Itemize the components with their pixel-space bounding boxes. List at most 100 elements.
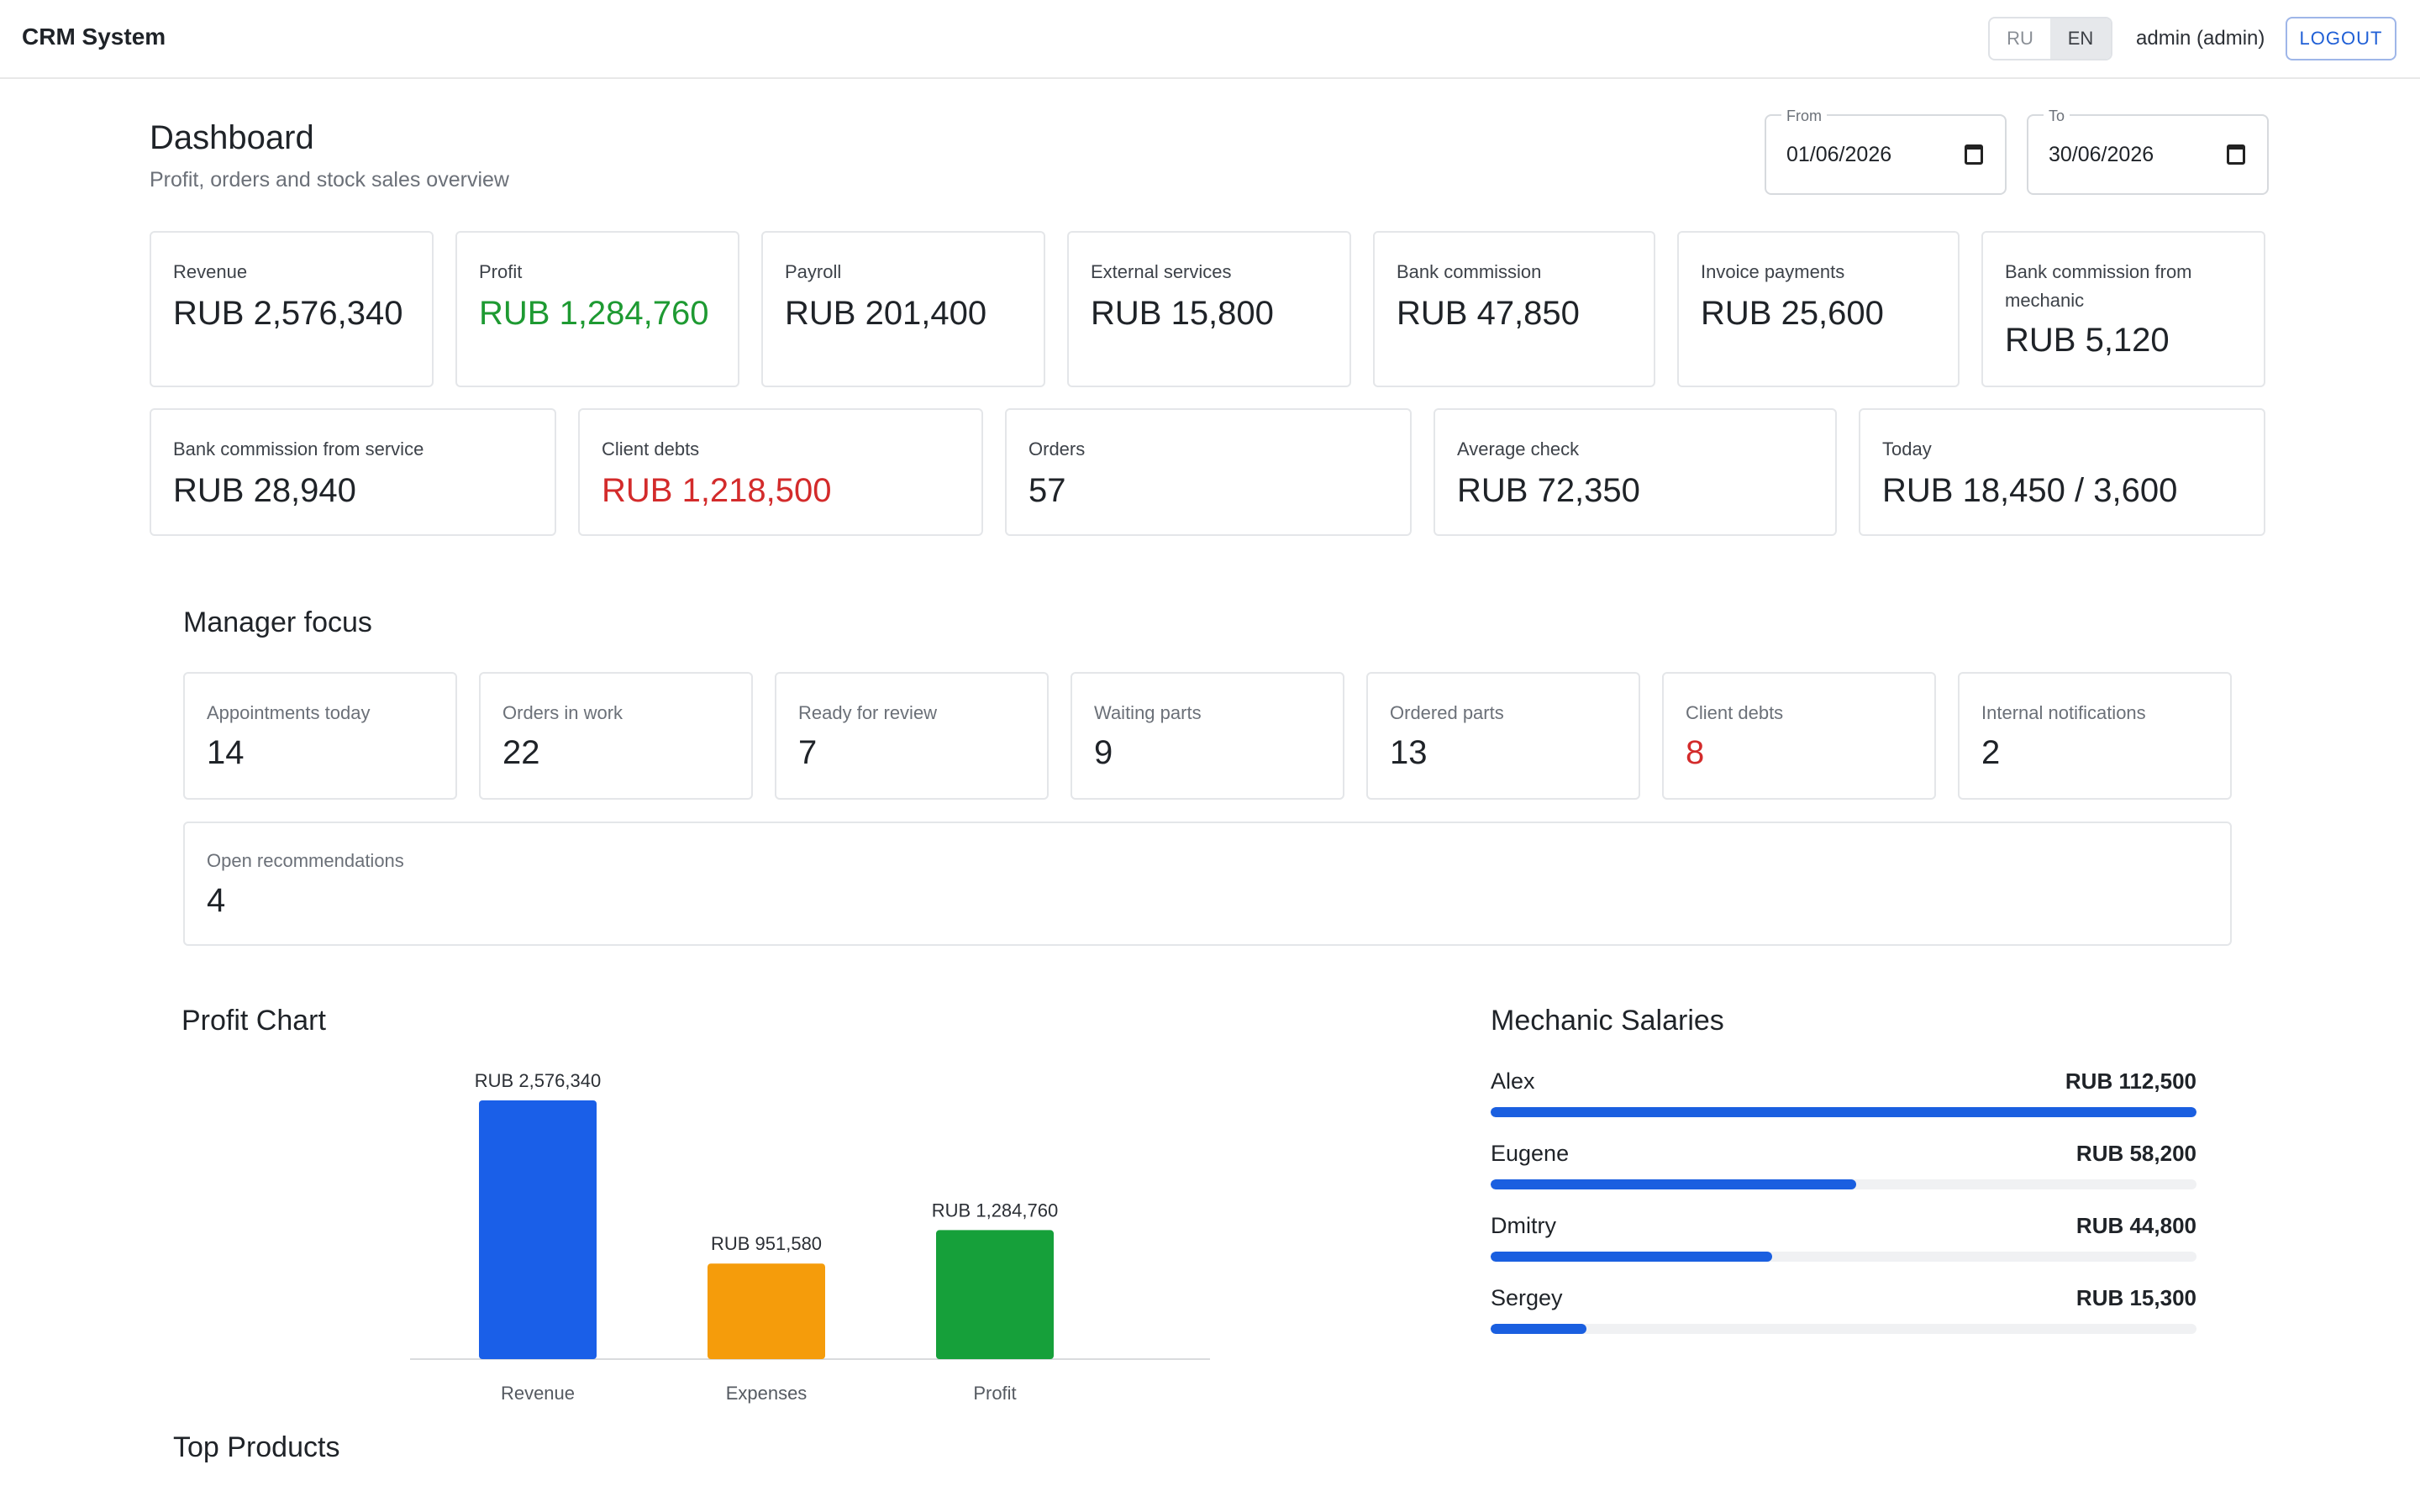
metric-card-bank-commission-mechanic: Bank commission from mechanic RUB 5,120: [1981, 231, 2265, 387]
metric-card-invoice-payments: Invoice payments RUB 25,600: [1677, 231, 1960, 387]
focus-card-orders-in-work: Orders in work 22: [479, 672, 753, 800]
focus-value: 2: [1981, 734, 2001, 771]
metric-label: Today: [1882, 438, 1932, 459]
salary-progress-track: [1491, 1107, 2196, 1117]
top-products-title: Top Products: [173, 1431, 340, 1463]
focus-card-ordered-parts: Ordered parts 13: [1366, 672, 1640, 800]
to-date-label: To: [2044, 108, 2070, 125]
metric-label: Invoice payments: [1701, 261, 1845, 282]
focus-value: 22: [502, 734, 540, 771]
metric-label: Client debts: [602, 438, 700, 459]
focus-label: Orders in work: [502, 702, 623, 723]
x-tick-label: Profit: [973, 1383, 1016, 1404]
metric-card-profit: Profit RUB 1,284,760: [455, 231, 739, 387]
from-date-label: From: [1781, 108, 1827, 125]
language-en-button[interactable]: EN: [2050, 18, 2111, 59]
focus-label: Open recommendations: [207, 850, 404, 871]
x-tick-label: Expenses: [726, 1383, 808, 1404]
bar-expenses[interactable]: [708, 1263, 825, 1359]
metric-label: Profit: [479, 261, 523, 282]
salary-progress-fill: [1491, 1179, 1856, 1189]
metric-value: RUB 28,940: [173, 472, 356, 509]
metric-label: Average check: [1457, 438, 1580, 459]
salary-progress-track: [1491, 1324, 2196, 1334]
salary-progress-fill: [1491, 1324, 1587, 1334]
focus-label: Waiting parts: [1094, 702, 1202, 723]
calendar-icon[interactable]: [1965, 144, 1983, 165]
page-title: Dashboard: [150, 119, 314, 156]
language-ru-button[interactable]: RU: [2007, 28, 2033, 49]
top-bar: CRM System RU EN admin (admin) LOGOUT: [0, 0, 2420, 79]
metric-card-revenue: Revenue RUB 2,576,340: [150, 231, 434, 387]
logout-button[interactable]: LOGOUT: [2286, 17, 2396, 60]
to-date-value[interactable]: 30/06/2026: [2049, 143, 2154, 166]
focus-label: Client debts: [1686, 702, 1784, 723]
manager-focus-title: Manager focus: [183, 606, 372, 638]
focus-card-appointments: Appointments today 14: [183, 672, 457, 800]
from-date-value[interactable]: 01/06/2026: [1786, 143, 1892, 166]
metric-value: RUB 15,800: [1091, 295, 1274, 332]
metric-value: RUB 5,120: [2005, 322, 2170, 359]
salary-progress-track: [1491, 1179, 2196, 1189]
metric-value: RUB 25,600: [1701, 295, 1884, 332]
metric-card-client-debts: Client debts RUB 1,218,500: [578, 408, 983, 536]
metric-value: RUB 1,218,500: [602, 472, 832, 509]
salary-value: RUB 58,200: [2075, 1141, 2196, 1166]
metric-label: Bank commission: [1397, 261, 1542, 282]
focus-label: Ready for review: [798, 702, 938, 723]
metric-card-orders: Orders 57: [1005, 408, 1412, 536]
bar-value-label: RUB 2,576,340: [475, 1070, 601, 1091]
x-tick-label: Revenue: [501, 1383, 575, 1404]
metric-label: Bank commission from mechanic: [2005, 261, 2192, 311]
salary-value: RUB 112,500: [2065, 1068, 2196, 1094]
salary-progress-track: [1491, 1252, 2196, 1262]
bar-profit[interactable]: [936, 1230, 1054, 1359]
metric-value: RUB 72,350: [1457, 472, 1640, 509]
focus-card-open-recommendations: Open recommendations 4: [183, 822, 2232, 946]
metric-value: RUB 18,450 / 3,600: [1882, 472, 2178, 509]
metric-value: RUB 47,850: [1397, 295, 1580, 332]
app-brand: CRM System: [22, 24, 166, 50]
bar-value-label: RUB 1,284,760: [932, 1200, 1058, 1221]
metric-card-payroll: Payroll RUB 201,400: [761, 231, 1045, 387]
salary-name: Dmitry: [1491, 1213, 1556, 1238]
language-switcher: RU EN: [1988, 17, 2112, 60]
focus-value: 13: [1390, 734, 1428, 771]
focus-card-client-debts: Client debts 8: [1662, 672, 1936, 800]
focus-label: Appointments today: [207, 702, 371, 723]
focus-value: 14: [207, 734, 245, 771]
bar-revenue[interactable]: [479, 1100, 597, 1359]
metric-card-average-check: Average check RUB 72,350: [1434, 408, 1837, 536]
focus-label: Internal notifications: [1981, 702, 2146, 723]
metric-label: Payroll: [785, 261, 842, 282]
metric-value: RUB 201,400: [785, 295, 987, 332]
profit-chart-title: Profit Chart: [182, 1005, 326, 1037]
metric-card-bank-commission-service: Bank commission from service RUB 28,940: [150, 408, 556, 536]
current-user: admin (admin): [2136, 27, 2265, 50]
focus-card-internal-notifications: Internal notifications 2: [1958, 672, 2232, 800]
metric-label: Bank commission from service: [173, 438, 424, 459]
metric-label: External services: [1091, 261, 1232, 282]
salary-name: Eugene: [1491, 1141, 1570, 1166]
salary-name: Alex: [1491, 1068, 1535, 1094]
salaries-title: Mechanic Salaries: [1491, 1005, 1724, 1037]
metric-card-today: Today RUB 18,450 / 3,600: [1859, 408, 2265, 536]
to-date-field[interactable]: To 30/06/2026: [2027, 108, 2269, 195]
metric-value: RUB 2,576,340: [173, 295, 403, 332]
metric-label: Orders: [1028, 438, 1086, 459]
metric-value: 57: [1028, 472, 1066, 509]
salary-progress-fill: [1491, 1252, 1772, 1262]
profit-chart: RUB 2,576,340 Revenue RUB 951,580 Expenses R…: [410, 1070, 1210, 1404]
metric-label: Revenue: [173, 261, 248, 282]
metric-value: RUB 1,284,760: [479, 295, 709, 332]
metric-card-bank-commission: Bank commission RUB 47,850: [1373, 231, 1655, 387]
calendar-icon[interactable]: [2227, 144, 2245, 165]
focus-value: 7: [798, 734, 818, 771]
from-date-field[interactable]: From 01/06/2026: [1765, 108, 2007, 195]
focus-card-ready-for-review: Ready for review 7: [775, 672, 1049, 800]
focus-label: Ordered parts: [1390, 702, 1504, 723]
focus-value: 4: [207, 882, 226, 919]
bar-value-label: RUB 951,580: [711, 1233, 822, 1254]
salary-progress-fill: [1491, 1107, 2196, 1117]
salary-name: Sergey: [1491, 1285, 1563, 1310]
